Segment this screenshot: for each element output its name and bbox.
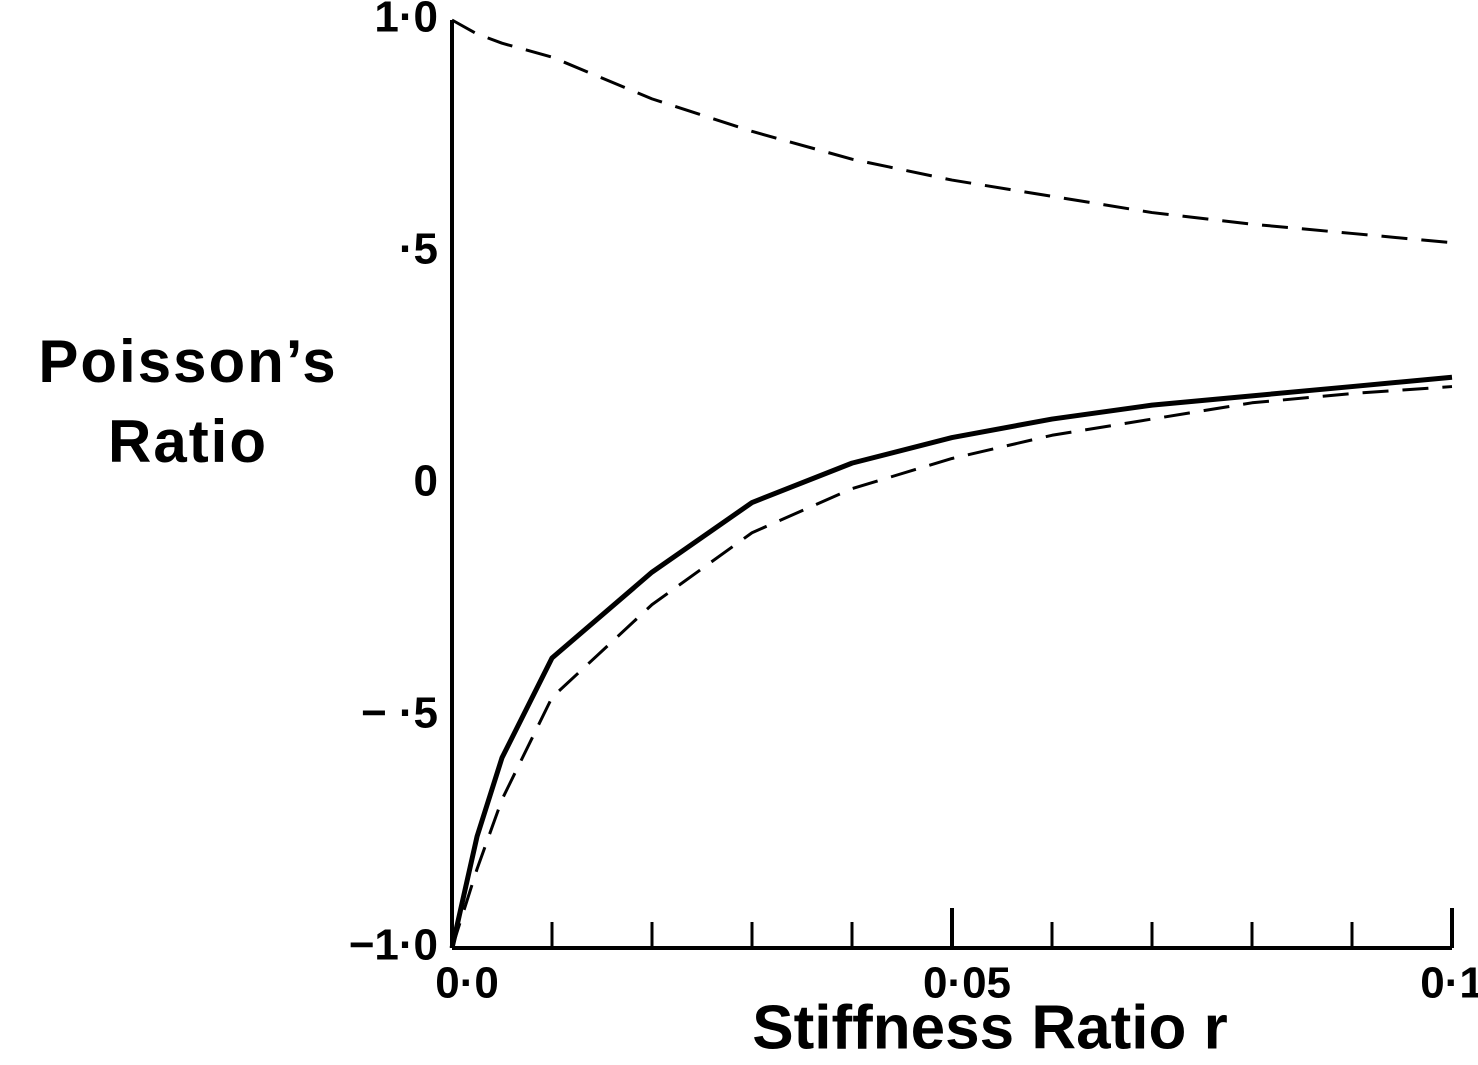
x-tick-label: 0·0 [435,959,499,1008]
x-axis-label: Stiffness Ratio r [752,993,1227,1062]
y-tick-label: −1·0 [349,921,438,970]
y-tick-label: ·5 [399,225,438,274]
y-axis-label: Poisson’s Ratio [38,328,338,475]
x-tick-label: 0·1 [1420,959,1478,1008]
x-tick-label: 0·05 [923,959,1011,1008]
y-tick-label: 0 [414,457,438,506]
data-line [449,374,1453,949]
data-line [450,385,1453,949]
y-tick-label: − ·5 [361,689,438,738]
y-tick-label: 1·0 [374,0,438,42]
data-line [451,18,1453,245]
